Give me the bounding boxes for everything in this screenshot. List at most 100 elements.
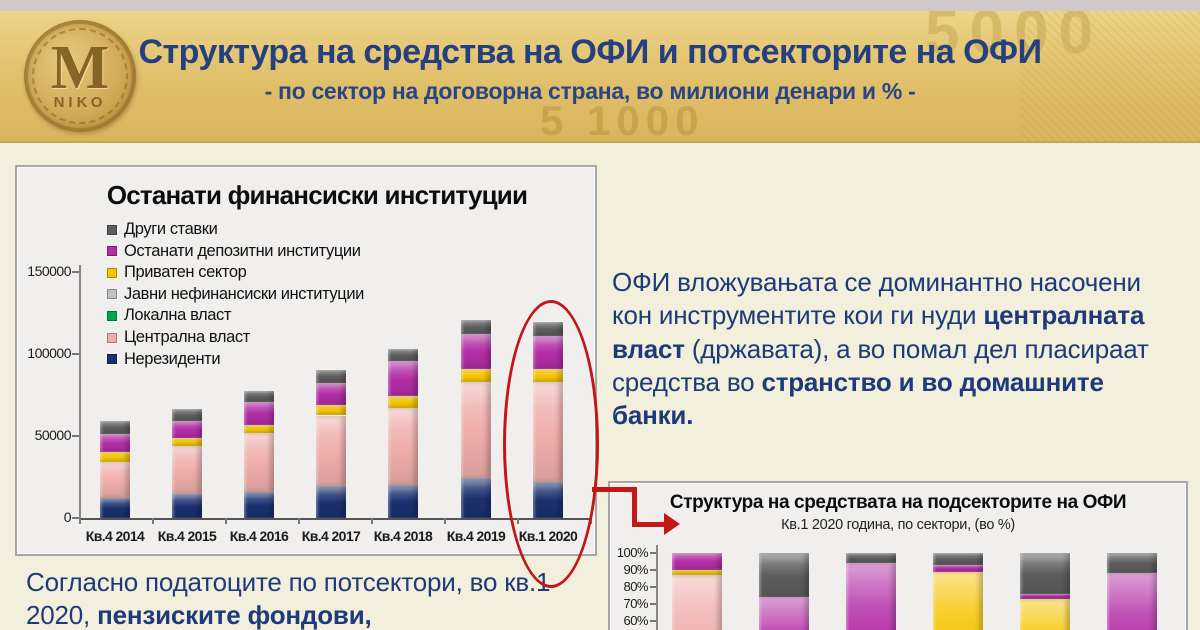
y-axis-tick <box>72 517 80 519</box>
bar-segment <box>388 361 418 396</box>
legend-item: Локална власт <box>107 305 231 326</box>
legend-item: Јавни нефинансиски институции <box>107 284 364 305</box>
bar-segment <box>316 415 346 487</box>
legend-label: Приватен сектор <box>124 263 247 282</box>
header-titles: Структура на средства на ОФИ и потсектор… <box>0 11 1180 141</box>
legend-swatch <box>107 332 117 343</box>
legend-label: Локална власт <box>124 306 232 325</box>
banknote-watermark: 5 1000 <box>540 97 705 143</box>
bottom-text: Согласно податоците по потсектори, во кв… <box>26 567 551 630</box>
y-axis-tick <box>650 586 656 588</box>
bar-segment <box>244 432 274 492</box>
y-axis-tick <box>650 552 656 554</box>
coin-ring <box>32 28 128 124</box>
y-axis-label: 150000 <box>27 263 71 279</box>
bar-segment <box>461 319 491 335</box>
bar-segment <box>672 570 722 576</box>
bar-segment <box>244 424 274 433</box>
banknote-watermark: 5000 <box>925 11 1103 67</box>
y-axis-label: 100% <box>616 545 649 560</box>
x-axis-tick <box>152 518 154 524</box>
bar-segment <box>933 571 983 630</box>
bar-segment <box>672 575 722 630</box>
bar-segment <box>1020 598 1070 630</box>
subsector-plot-area: 100% 90% 80% 70% 60% <box>610 483 1186 630</box>
y-axis-label: 100000 <box>27 345 71 361</box>
legend-swatch <box>107 267 117 278</box>
y-axis-label: 80% <box>623 579 648 594</box>
y-axis-tick <box>72 435 80 437</box>
bar-segment <box>100 434 130 453</box>
y-axis-label: 70% <box>623 596 648 611</box>
slide-title: Структура на средства на ОФИ и потсектор… <box>138 33 1042 71</box>
bar-segment <box>100 452 130 463</box>
y-axis-tick <box>650 569 656 571</box>
bar-segment <box>1020 553 1070 594</box>
bar-segment <box>672 553 722 570</box>
annotation-arrow <box>592 487 636 492</box>
bar-segment <box>1107 573 1157 630</box>
x-axis-line <box>79 518 592 520</box>
legend-swatch <box>107 310 117 321</box>
y-axis-tick <box>650 603 656 605</box>
bar-segment <box>933 564 983 572</box>
x-axis-tick <box>79 518 81 524</box>
header-band: 5 1000 5000 <box>0 11 1200 143</box>
bar-segment <box>388 485 418 518</box>
legend-item: Приватен сектор <box>107 262 247 283</box>
bar-segment <box>461 477 491 518</box>
legend-swatch <box>107 289 117 300</box>
y-axis-tick <box>72 271 80 273</box>
legend-swatch <box>107 354 117 365</box>
bar-segment <box>172 421 202 438</box>
annotation-arrow <box>632 522 666 527</box>
x-axis-tick <box>371 518 373 524</box>
chart-title: Останати финансиски институции <box>106 180 528 210</box>
highlight-ellipse <box>503 300 599 588</box>
bar-segment <box>933 553 983 565</box>
legend-label: Јавни нефинансиски институции <box>124 284 364 303</box>
x-axis-label: Кв.4 2014 <box>85 528 145 544</box>
bar-segment <box>316 369 346 383</box>
legend-label: Останати депозитни институции <box>124 241 361 260</box>
bar-segment <box>244 402 274 425</box>
subsector-chart-panel: Структура на средствата на подсекторите … <box>608 481 1188 630</box>
annotation-arrow <box>632 487 637 527</box>
bar-segment <box>846 563 896 630</box>
arrow-head-icon <box>664 513 680 535</box>
bar-segment <box>172 408 202 422</box>
x-axis-label: Кв.4 2018 <box>373 528 433 544</box>
legend-label: Нерезиденти <box>124 349 221 368</box>
legend-item: Централна власт <box>107 327 250 348</box>
x-axis-tick <box>225 518 227 524</box>
x-axis-tick <box>444 518 446 524</box>
bar-segment <box>759 597 809 630</box>
y-axis-label: 50000 <box>34 427 72 443</box>
bar-segment <box>100 498 130 518</box>
bar-segment <box>461 368 491 382</box>
x-axis-tick <box>298 518 300 524</box>
y-axis-line <box>79 265 81 518</box>
bar-segment <box>846 553 896 564</box>
bar-segment <box>316 486 346 518</box>
legend-label: Други ставки <box>124 220 218 238</box>
bar-segment <box>172 494 202 518</box>
bar-segment <box>172 445 202 495</box>
bar-segment <box>388 395 418 409</box>
legend-item: Други ставки <box>107 219 218 240</box>
legend-item: Останати депозитни институции <box>107 241 361 262</box>
bar-segment <box>388 349 418 362</box>
y-axis-label: 90% <box>623 562 648 577</box>
x-axis-label: Кв.4 2017 <box>301 528 361 544</box>
legend-item: Нерезиденти <box>107 349 221 370</box>
y-axis-label: 60% <box>623 613 648 628</box>
y-axis-tick <box>650 620 656 622</box>
y-axis-label: 0 <box>63 509 72 525</box>
bar-segment <box>100 462 130 499</box>
subsector-chart-title: Структура на средствата на подсекторите … <box>669 492 1127 513</box>
legend-swatch <box>107 246 117 257</box>
bar-segment <box>759 553 809 598</box>
bar-segment <box>1107 553 1157 574</box>
banknote-texture <box>1020 11 1200 141</box>
